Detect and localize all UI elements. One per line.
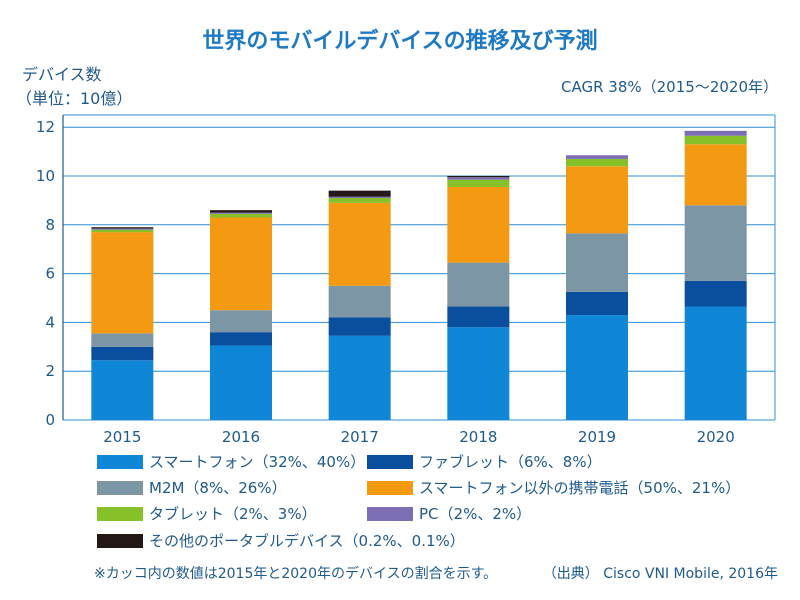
bar-segment bbox=[210, 217, 272, 311]
bar-segment bbox=[447, 306, 510, 328]
cagr-label: CAGR 38%（2015～2020年） bbox=[561, 78, 778, 96]
bar-segment bbox=[328, 197, 391, 203]
legend-swatch bbox=[97, 455, 143, 469]
bar-segment bbox=[91, 227, 154, 229]
bar-segment bbox=[91, 232, 154, 334]
footnote: ※カッコ内の数値は2015年と2020年のデバイスの割合を示す。 bbox=[94, 565, 497, 582]
y-tick-label: 10 bbox=[36, 167, 55, 185]
legend-label: M2M（8%、26%） bbox=[149, 479, 287, 497]
legend-swatch bbox=[97, 481, 143, 495]
bar-segment bbox=[328, 190, 391, 197]
bar-segment bbox=[210, 213, 272, 218]
bar-segment bbox=[684, 144, 747, 206]
legend: スマートフォン（32%、40%） ファブレット（6%、8%） M2M（8%、26%）… bbox=[97, 453, 740, 550]
legend-swatch bbox=[367, 455, 413, 469]
bar-segment bbox=[210, 332, 272, 346]
bar-segment bbox=[210, 310, 272, 333]
bar-segment bbox=[447, 327, 510, 420]
bar-segment bbox=[447, 177, 510, 180]
x-tick-label: 2015 bbox=[103, 428, 141, 446]
bar-segment bbox=[684, 130, 747, 136]
bar-segment bbox=[566, 233, 628, 292]
bar-segment bbox=[447, 176, 510, 178]
axes: 0 2 4 6 8 10 12 2015 2016 2017 2018 2019 2020 bbox=[36, 115, 735, 446]
bar-segment bbox=[328, 317, 391, 336]
bar-segment bbox=[328, 335, 391, 420]
legend-label: スマートフォン（32%、40%） bbox=[149, 453, 365, 471]
x-tick-label: 2018 bbox=[459, 428, 497, 446]
bar-segment bbox=[328, 196, 391, 198]
source-label: （出典） Cisco VNI Mobile, 2016年 bbox=[543, 566, 778, 582]
legend-swatch bbox=[367, 481, 413, 495]
legend-label: PC（2%、2%） bbox=[419, 505, 531, 523]
y-tick-label: 12 bbox=[36, 118, 55, 136]
bar-segment bbox=[210, 345, 272, 420]
bar-segment bbox=[210, 210, 272, 213]
bar-segment bbox=[447, 179, 510, 187]
legend-swatch bbox=[367, 507, 413, 521]
bar-segment bbox=[447, 262, 510, 307]
bar-segment bbox=[684, 280, 747, 307]
x-tick-label: 2017 bbox=[341, 428, 379, 446]
legend-label: タブレット（2%、3%） bbox=[149, 505, 317, 523]
x-tick-label: 2016 bbox=[222, 428, 260, 446]
bar-segment bbox=[566, 166, 628, 234]
bar-segment bbox=[447, 186, 510, 263]
bar-segment bbox=[91, 228, 154, 230]
bar-segment bbox=[91, 346, 154, 361]
legend-label: ファブレット（6%、8%） bbox=[419, 453, 602, 471]
bar-segment bbox=[566, 315, 628, 420]
bar-segment bbox=[684, 135, 747, 145]
bar-segment bbox=[328, 285, 391, 318]
bars bbox=[91, 130, 747, 420]
legend-label: その他のポータブルデバイス（0.2%、0.1%） bbox=[149, 532, 465, 550]
bar-segment bbox=[91, 360, 154, 420]
bar-segment bbox=[210, 212, 272, 214]
chart-title: 世界のモバイルデバイスの推移及び予測 bbox=[202, 28, 597, 54]
y-axis-label-line1: デバイス数 bbox=[22, 65, 102, 84]
bar-segment bbox=[91, 229, 154, 233]
y-tick-label: 4 bbox=[45, 313, 55, 331]
legend-swatch bbox=[97, 507, 143, 521]
bar-segment bbox=[91, 333, 154, 347]
x-tick-label: 2020 bbox=[697, 428, 735, 446]
y-axis-label-line2: （単位：10億） bbox=[16, 89, 132, 108]
legend-label: スマートフォン以外の携帯電話（50%、21%） bbox=[419, 479, 740, 497]
y-tick-label: 0 bbox=[45, 411, 55, 429]
legend-swatch bbox=[97, 534, 143, 548]
bar-segment bbox=[328, 202, 391, 286]
bar-segment bbox=[566, 155, 628, 159]
bar-segment bbox=[566, 158, 628, 167]
y-tick-label: 8 bbox=[45, 216, 55, 234]
y-tick-label: 2 bbox=[45, 362, 55, 380]
y-tick-label: 6 bbox=[45, 265, 55, 283]
bar-segment bbox=[684, 306, 747, 420]
bar-segment bbox=[566, 291, 628, 316]
gridlines bbox=[63, 114, 776, 421]
bar-segment bbox=[684, 205, 747, 281]
x-tick-label: 2019 bbox=[578, 428, 616, 446]
